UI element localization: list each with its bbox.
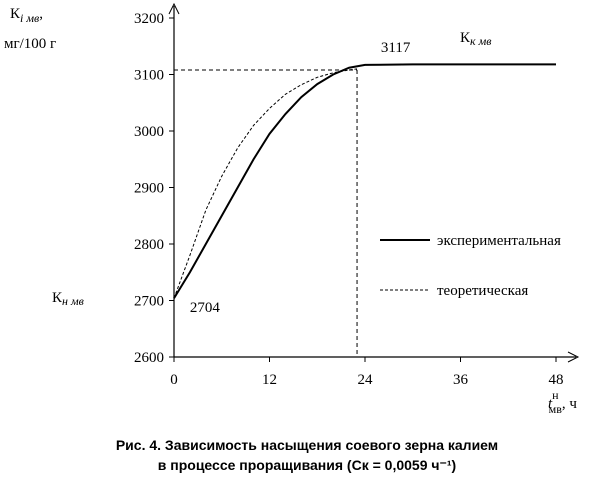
y-tick-label: 3100 <box>134 68 164 84</box>
k-label: Кн мв <box>52 290 84 308</box>
x-label-tail: , ч <box>562 396 578 412</box>
y-label: Кi мв, <box>10 6 43 25</box>
legend-label: теоретическая <box>437 283 528 299</box>
legend-label: экспериментальная <box>437 233 561 249</box>
y-label-main: К <box>10 6 21 22</box>
y-label-sub: i мв <box>20 11 39 25</box>
k-label-main: К <box>460 30 471 46</box>
x-arrow <box>567 351 580 363</box>
x-tick-label: 48 <box>549 372 564 388</box>
series-line <box>173 63 556 299</box>
y-tick-label: 2600 <box>134 350 164 366</box>
k-label-sub: н мв <box>62 294 84 308</box>
annotation: 2704 <box>190 300 221 316</box>
x-tick-label: 36 <box>453 372 469 388</box>
y-arrow <box>168 2 180 15</box>
y-label-tail: , <box>39 6 43 22</box>
k-label-main: К <box>52 290 63 306</box>
series-line <box>173 68 358 299</box>
x-tick-label: 12 <box>262 372 277 388</box>
y-tick-label: 2900 <box>134 181 164 197</box>
y-tick-label: 2700 <box>134 294 164 310</box>
y-tick-label: 3000 <box>134 124 164 140</box>
x-label-main: t <box>548 396 553 412</box>
x-tick-label: 24 <box>358 372 374 388</box>
y-unit: мг/100 г <box>4 36 56 52</box>
y-tick-label: 2800 <box>134 237 164 253</box>
x-label-sub: мв <box>549 402 563 416</box>
annotation: 3117 <box>381 40 411 56</box>
k-label: Кк мв <box>460 30 492 48</box>
k-label-sub: к мв <box>470 34 491 48</box>
y-tick-label: 3200 <box>134 11 164 27</box>
caption: Рис. 4. Зависимость насыщения соевого зе… <box>116 437 498 453</box>
x-label: tн мв, ч <box>548 388 577 416</box>
x-tick-label: 0 <box>170 372 178 388</box>
caption: в процессе проращивания (Cк = 0,0059 ч⁻¹… <box>158 457 456 473</box>
x-label-sup: н <box>552 388 559 402</box>
